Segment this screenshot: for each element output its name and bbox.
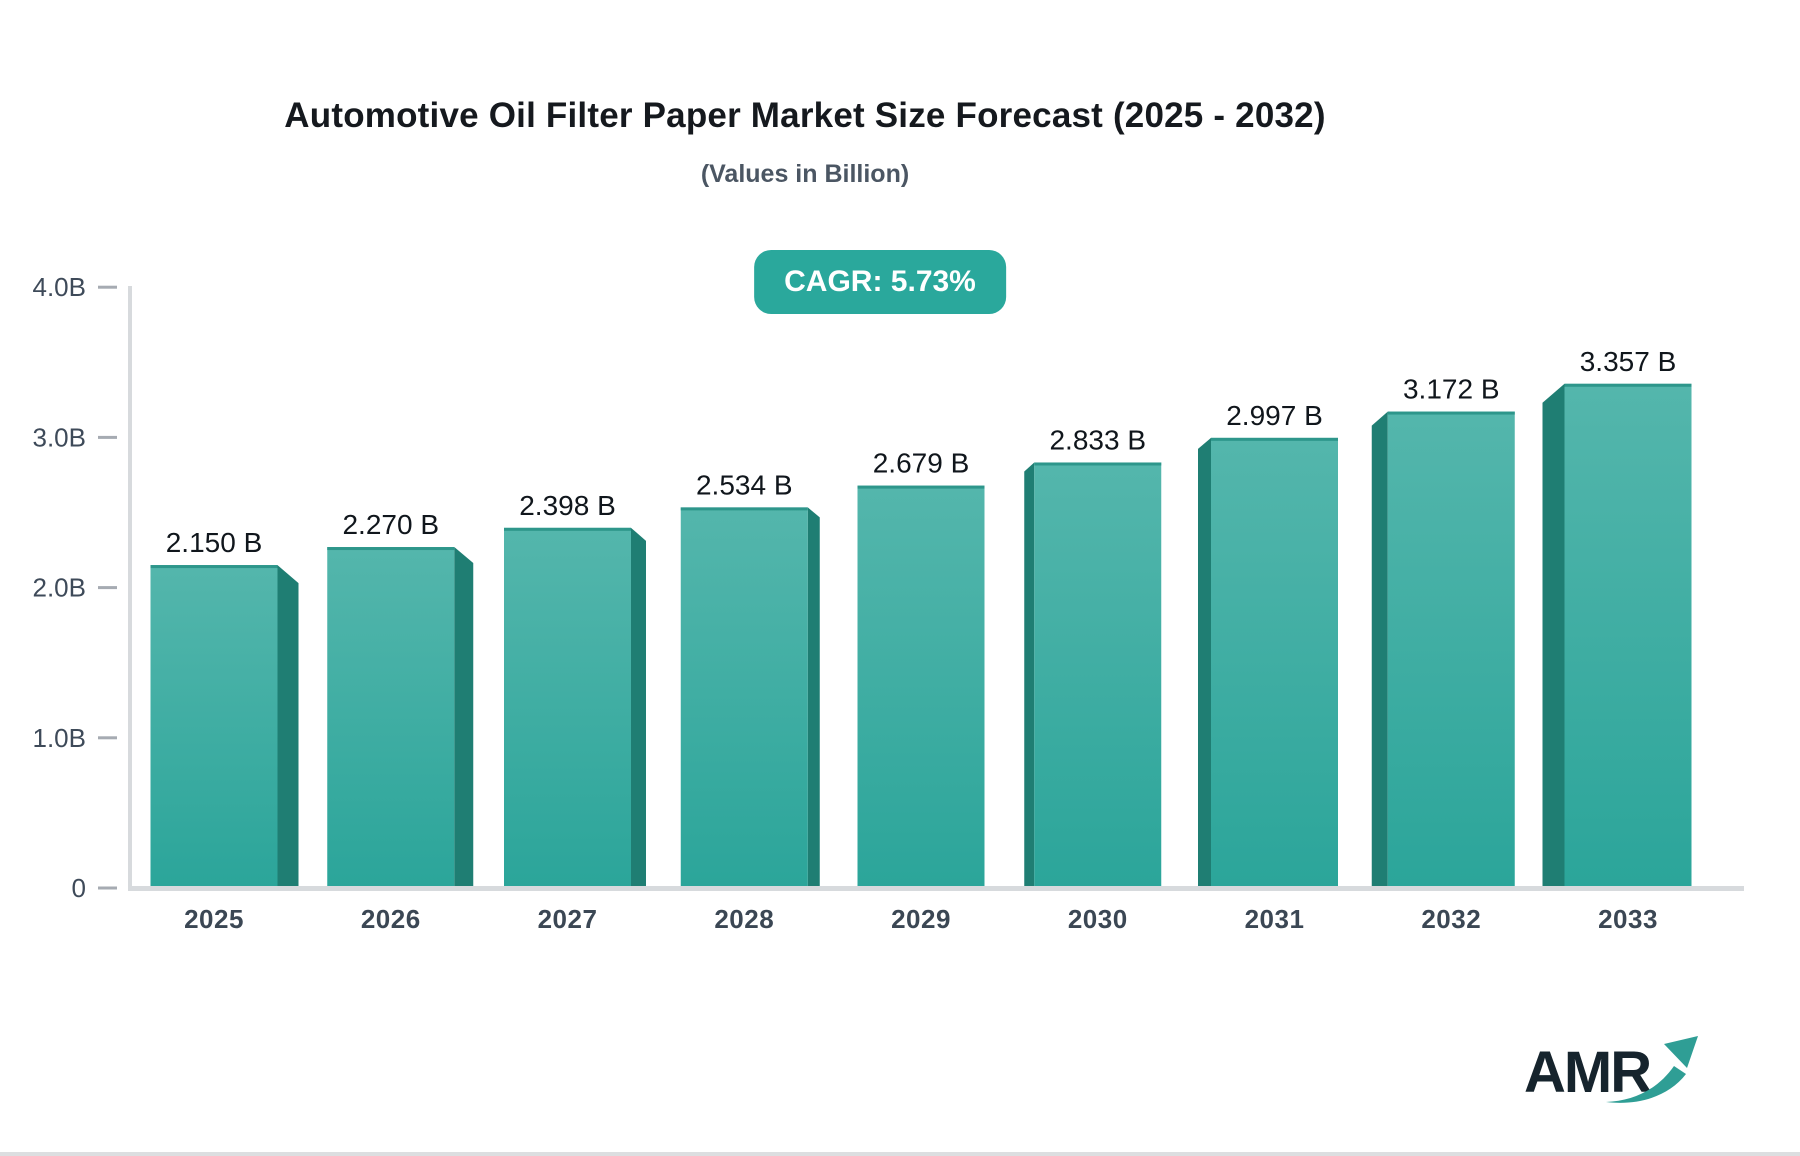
bar-side-face: [807, 507, 820, 888]
bar-top-edge: [1564, 383, 1692, 387]
bar-value-label: 2.150 B: [166, 527, 263, 558]
x-axis-label: 2028: [714, 904, 774, 934]
y-tick: [98, 886, 117, 890]
bar-value-label: 2.679 B: [873, 448, 970, 479]
bar-top-edge: [857, 485, 985, 489]
x-axis-label: 2025: [184, 904, 244, 934]
y-tick: [98, 285, 117, 289]
logo-text: AMR: [1524, 1040, 1651, 1105]
bar-side-face: [1024, 462, 1035, 888]
bar-face: [150, 565, 278, 888]
x-axis-label: 2029: [891, 904, 951, 934]
bar-2029: 2.679 B: [857, 448, 985, 888]
x-axis-label: 2027: [538, 904, 598, 934]
y-axis-line: [128, 286, 132, 888]
arrow-swoosh: [1606, 1066, 1686, 1103]
y-tick: [98, 736, 117, 740]
x-axis-label: 2026: [361, 904, 421, 934]
y-tick-label: 4.0B: [33, 272, 87, 302]
bar-top-edge: [1034, 462, 1162, 466]
bar-value-label: 2.833 B: [1049, 424, 1146, 455]
y-tick-label: 0: [72, 873, 86, 903]
bar-top-edge: [504, 527, 631, 531]
bar-top-edge: [1387, 411, 1515, 415]
bar-top-edge: [150, 565, 278, 569]
arrow-head: [1664, 1036, 1698, 1068]
y-tick-label: 3.0B: [33, 422, 87, 452]
bar-top-edge: [327, 547, 455, 551]
x-axis-label: 2030: [1068, 904, 1128, 934]
y-tick: [98, 586, 117, 590]
bar-value-label: 2.534 B: [696, 469, 793, 500]
bar-face: [327, 547, 455, 888]
bar-face: [1211, 437, 1338, 888]
bar-value-label: 2.997 B: [1226, 400, 1323, 431]
bar-value-label: 2.270 B: [342, 509, 439, 540]
bar-top-edge: [1211, 437, 1338, 441]
chart-subtitle: (Values in Billion): [700, 160, 910, 188]
x-axis-label: 2031: [1245, 904, 1305, 934]
bar-value-label: 3.357 B: [1580, 346, 1677, 377]
y-tick: [98, 435, 117, 439]
x-axis-label: 2033: [1598, 904, 1658, 934]
bar-side-face: [1542, 383, 1565, 888]
bar-2026: 2.270 B: [327, 509, 474, 888]
bar-value-label: 3.172 B: [1403, 374, 1500, 405]
bar-2028: 2.534 B: [680, 469, 820, 888]
bar-top-edge: [680, 507, 808, 511]
bar-side-face: [1371, 411, 1388, 888]
x-axis-line: [128, 886, 1744, 891]
bar-face: [504, 527, 631, 888]
bar-side-face: [631, 527, 646, 888]
growth-arrow-icon: [1606, 1036, 1698, 1103]
bar-side-face: [1198, 437, 1211, 888]
bar-2032: 3.172 B: [1371, 374, 1515, 888]
bar-side-face: [454, 547, 474, 888]
bar-2027: 2.398 B: [504, 490, 646, 888]
x-axis-label: 2032: [1421, 904, 1481, 934]
bar-face: [857, 485, 985, 888]
bar-2033: 3.357 B: [1542, 346, 1692, 888]
y-tick-label: 1.0B: [33, 723, 87, 753]
bar-side-face: [277, 565, 299, 888]
cagr-badge: CAGR: 5.73%: [754, 250, 1006, 314]
y-tick-label: 2.0B: [33, 573, 87, 603]
bar-face: [680, 507, 808, 888]
amr-logo: AMR: [1524, 1036, 1698, 1105]
bar-2030: 2.833 B: [1024, 424, 1162, 888]
bar-face: [1564, 383, 1692, 888]
bar-face: [1034, 462, 1162, 888]
bar-2025: 2.150 B: [150, 527, 299, 888]
bar-value-label: 2.398 B: [519, 490, 616, 521]
chart-title: Automotive Oil Filter Paper Market Size …: [284, 96, 1326, 135]
bar-2031: 2.997 B: [1198, 400, 1338, 888]
bar-face: [1387, 411, 1515, 888]
